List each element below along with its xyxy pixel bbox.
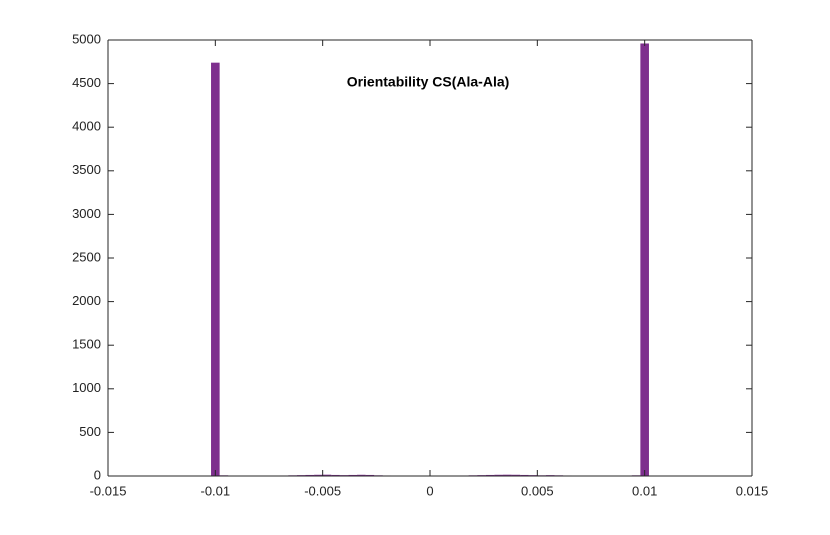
y-tick-label: 2000 bbox=[72, 293, 101, 308]
plot-area bbox=[108, 40, 752, 476]
x-tick-label: 0 bbox=[426, 483, 433, 498]
y-tick-label: 3500 bbox=[72, 162, 101, 177]
y-tick-label: 1000 bbox=[72, 380, 101, 395]
bar bbox=[357, 474, 366, 476]
bar bbox=[485, 474, 495, 476]
x-tick-label: 0.015 bbox=[736, 483, 769, 498]
bar bbox=[322, 474, 332, 476]
bar bbox=[211, 62, 220, 477]
bar bbox=[640, 43, 649, 476]
y-tick-label: 3000 bbox=[72, 206, 101, 221]
y-tick-label: 5000 bbox=[72, 31, 101, 46]
y-tick-label: 500 bbox=[79, 424, 101, 439]
x-tick-label: 0.005 bbox=[521, 483, 554, 498]
x-tick-label: -0.015 bbox=[90, 483, 127, 498]
bar bbox=[348, 474, 358, 476]
y-tick-label: 4000 bbox=[72, 119, 101, 134]
bar bbox=[365, 474, 375, 476]
bar bbox=[502, 474, 512, 476]
y-tick-label: 2500 bbox=[72, 249, 101, 264]
y-tick-label: 1500 bbox=[72, 337, 101, 352]
bar bbox=[511, 474, 521, 476]
bar bbox=[331, 474, 340, 476]
y-tick-label: 0 bbox=[94, 467, 101, 482]
x-tick-label: -0.005 bbox=[304, 483, 341, 498]
x-tick-label: -0.01 bbox=[201, 483, 231, 498]
bar bbox=[305, 474, 315, 476]
bar bbox=[520, 474, 529, 476]
bar bbox=[314, 474, 323, 476]
y-tick-label: 4500 bbox=[72, 75, 101, 90]
x-tick-label: 0.01 bbox=[632, 483, 657, 498]
chart-title: Orientability CS(Ala-Ala) bbox=[347, 74, 510, 90]
bar bbox=[494, 474, 503, 476]
